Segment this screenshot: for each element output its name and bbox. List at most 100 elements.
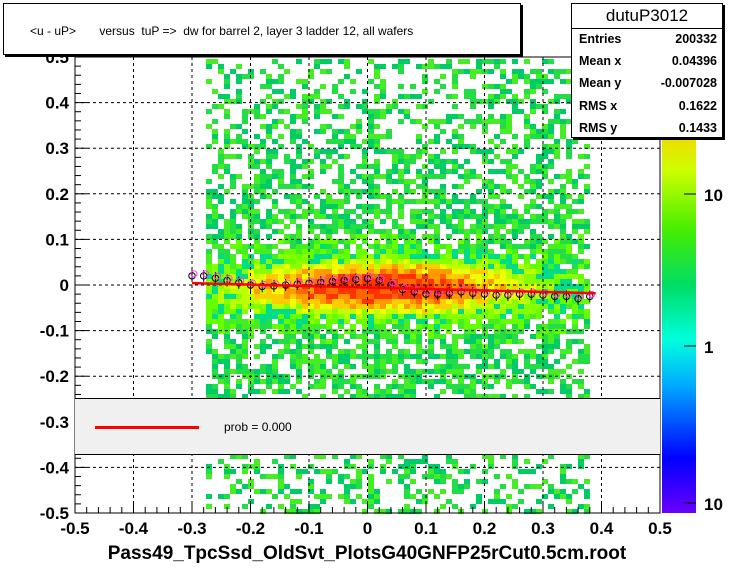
heatmap-cell (260, 289, 266, 294)
heatmap-cell (314, 509, 320, 514)
heatmap-cell (224, 114, 230, 119)
heatmap-cell (560, 79, 566, 84)
heatmap-cell (410, 304, 416, 309)
y-tick-label: -0.2 (40, 367, 69, 386)
heatmap-cell (332, 209, 338, 214)
heatmap-cell (482, 354, 488, 359)
heatmap-cell (572, 209, 578, 214)
heatmap-cell (314, 359, 320, 364)
heatmap-cell (236, 124, 242, 129)
heatmap-cell (458, 209, 464, 214)
heatmap-cell (488, 454, 494, 459)
heatmap-cell (362, 224, 368, 229)
heatmap-cell (236, 364, 242, 369)
heatmap-cell (512, 454, 518, 459)
heatmap-cell (488, 239, 494, 244)
heatmap-cell (278, 299, 284, 304)
heatmap-cell (410, 154, 416, 159)
heatmap-cell (290, 334, 296, 339)
heatmap-cell (416, 339, 422, 344)
heatmap-cell (272, 89, 278, 94)
heatmap-cell (560, 174, 566, 179)
heatmap-cell (278, 469, 284, 474)
heatmap-cell (530, 184, 536, 189)
heatmap-cell (392, 244, 398, 249)
heatmap-cell (326, 289, 332, 294)
heatmap-cell (434, 164, 440, 169)
heatmap-cell (308, 484, 314, 489)
heatmap-cell (470, 344, 476, 349)
heatmap-cell (392, 154, 398, 159)
heatmap-cell (422, 209, 428, 214)
heatmap-cell (524, 124, 530, 129)
heatmap-cell (344, 74, 350, 79)
heatmap-cell (374, 499, 380, 504)
heatmap-cell (542, 219, 548, 224)
heatmap-cell (506, 359, 512, 364)
heatmap-cell (380, 274, 386, 279)
heatmap-cell (452, 464, 458, 469)
heatmap-cell (578, 174, 584, 179)
heatmap-cell (464, 119, 470, 124)
heatmap-cell (290, 164, 296, 169)
heatmap-cell (266, 274, 272, 279)
heatmap-cell (272, 474, 278, 479)
heatmap-cell (308, 249, 314, 254)
heatmap-cell (464, 144, 470, 149)
heatmap-cell (206, 194, 212, 199)
heatmap-cell (350, 89, 356, 94)
heatmap-cell (314, 469, 320, 474)
heatmap-cell (338, 394, 344, 399)
profile-point-alt (307, 277, 315, 285)
heatmap-cell (380, 464, 386, 469)
heatmap-cell (536, 344, 542, 349)
heatmap-cell (422, 164, 428, 169)
heatmap-cell (308, 329, 314, 334)
heatmap-cell (524, 224, 530, 229)
heatmap-cell (464, 339, 470, 344)
heatmap-cell (512, 304, 518, 309)
heatmap-cell (320, 344, 326, 349)
heatmap-cell (482, 479, 488, 484)
heatmap-cell (434, 464, 440, 469)
heatmap-cell (320, 269, 326, 274)
heatmap-cell (524, 59, 530, 64)
heatmap-cell (530, 314, 536, 319)
heatmap-cell (254, 199, 260, 204)
heatmap-cell (440, 324, 446, 329)
heatmap-cell (452, 144, 458, 149)
heatmap-cell (566, 179, 572, 184)
heatmap-cell (494, 309, 500, 314)
heatmap-cell (224, 309, 230, 314)
heatmap-cell (224, 239, 230, 244)
heatmap-cell (266, 84, 272, 89)
heatmap-cell (416, 314, 422, 319)
title-box: <u - uP> versus tuP => dw for barrel 2, … (3, 3, 521, 55)
heatmap-cell (530, 384, 536, 389)
heatmap-cell (464, 349, 470, 354)
heatmap-cell (362, 324, 368, 329)
heatmap-cell (308, 489, 314, 494)
heatmap-cell (410, 234, 416, 239)
heatmap-cell (260, 319, 266, 324)
heatmap-cell (260, 349, 266, 354)
heatmap-cell (422, 264, 428, 269)
heatmap-cell (212, 294, 218, 299)
heatmap-cell (440, 119, 446, 124)
heatmap-cell (278, 324, 284, 329)
heatmap-cell (296, 144, 302, 149)
heatmap-cell (488, 269, 494, 274)
heatmap-cell (512, 484, 518, 489)
heatmap-cell (272, 369, 278, 374)
heatmap-cell (374, 319, 380, 324)
heatmap-cell (446, 384, 452, 389)
heatmap-cell (344, 379, 350, 384)
heatmap-cell (404, 504, 410, 509)
heatmap-cell (242, 339, 248, 344)
heatmap-cell (434, 479, 440, 484)
heatmap-cell (398, 109, 404, 114)
heatmap-cell (224, 329, 230, 334)
heatmap-cell (524, 354, 530, 359)
heatmap-cell (320, 294, 326, 299)
heatmap-cell (494, 364, 500, 369)
